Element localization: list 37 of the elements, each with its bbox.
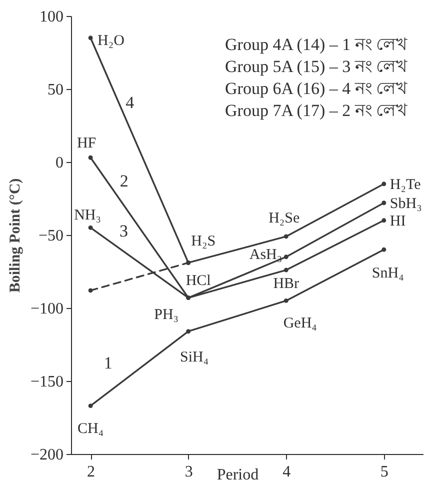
annotation: SbH₃	[390, 196, 422, 212]
annotation: PH₃	[154, 306, 179, 323]
annotation: HBr	[273, 276, 300, 292]
annotation: CH₄	[78, 420, 104, 437]
y-tick-label: −50	[38, 228, 64, 244]
annotation: Group 7A (17) – 2 নং লেখ	[225, 101, 408, 120]
series-label: 4	[126, 93, 135, 112]
annotation: AsH₃	[249, 246, 282, 263]
y-axis-title: Boiling Point (°C)	[7, 178, 24, 293]
y-tick-label: 100	[40, 8, 64, 26]
y-tick-label: −150	[30, 374, 64, 390]
y-tick-label: 50	[48, 82, 64, 98]
y-tick-label: −100	[30, 300, 64, 318]
x-tick-label: 4	[282, 464, 291, 480]
annotation: HF	[76, 136, 96, 152]
annotation: HI	[390, 213, 406, 230]
annotation: H₂Te	[390, 176, 422, 193]
annotation: H₂Se	[268, 210, 300, 226]
annotation: Group 4A (14) – 1 নং লেখ	[225, 35, 408, 54]
series-label: 1	[104, 353, 112, 372]
series-label: 3	[120, 222, 128, 241]
annotation: H₂S	[191, 234, 216, 250]
annotation: Group 6A (16) – 4 নং লেখ	[225, 79, 408, 98]
annotation: SiH₄	[180, 349, 209, 366]
annotation: Group 5A (15) – 3 নং লেখ	[225, 57, 408, 76]
annotation: SnH₄	[372, 266, 404, 282]
x-tick-label: 2	[87, 464, 96, 480]
annotation: H₂O	[98, 32, 125, 49]
x-tick-label: 3	[184, 464, 193, 480]
annotation: NH₃	[74, 208, 102, 224]
x-axis-title: Period	[216, 466, 259, 484]
annotation: HCl	[186, 272, 211, 289]
series-label: 2	[120, 171, 128, 190]
y-tick-label: 0	[56, 154, 64, 172]
x-tick-label: 5	[380, 464, 388, 480]
y-tick-label: −200	[30, 446, 64, 464]
annotation: GeH₄	[283, 316, 317, 332]
